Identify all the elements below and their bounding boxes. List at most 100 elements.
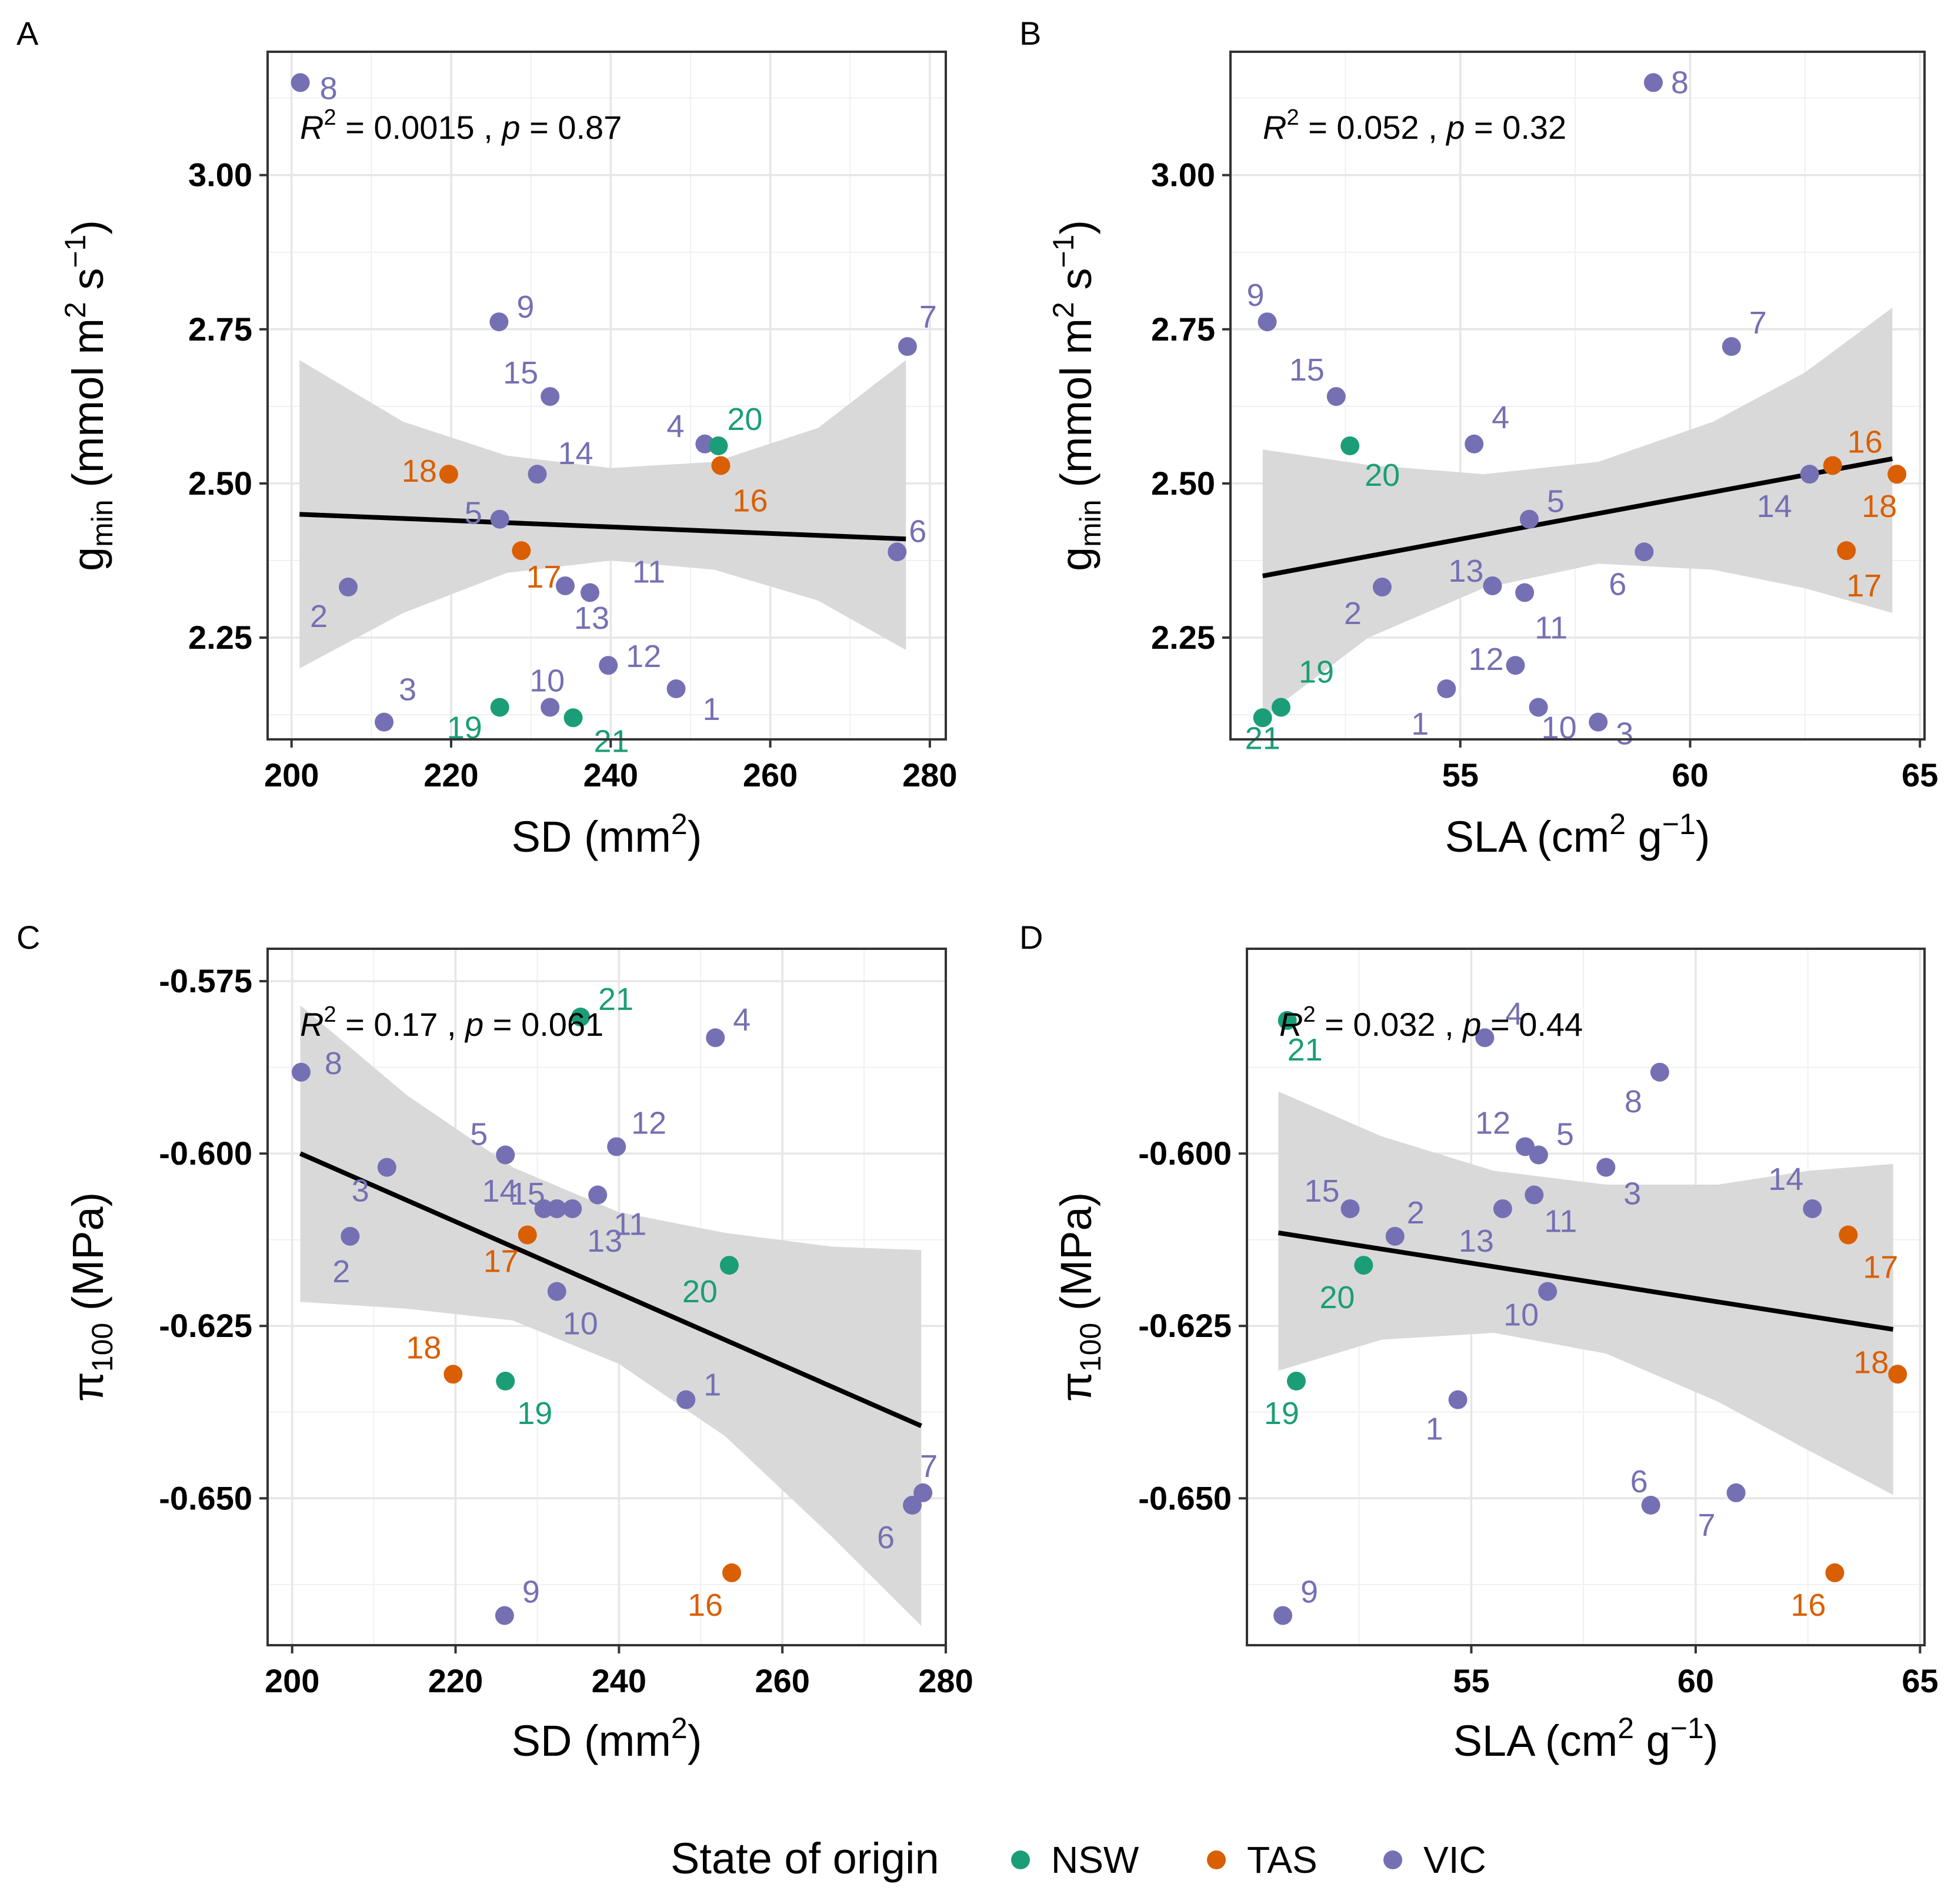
data-point-9	[495, 1606, 514, 1625]
y-title-unit: (mmol m	[1052, 318, 1100, 499]
point-label-5: 5	[1556, 1117, 1574, 1152]
data-point-20	[709, 436, 728, 455]
point-label-7: 7	[1749, 305, 1767, 341]
data-point-20	[719, 1256, 739, 1275]
data-point-5	[1519, 509, 1539, 529]
data-point-20	[1354, 1256, 1373, 1275]
stat-r: R	[1279, 1006, 1303, 1043]
data-point-1	[1448, 1390, 1468, 1409]
point-label-2: 2	[310, 599, 328, 634]
point-label-19: 19	[1264, 1396, 1299, 1431]
point-label-3: 3	[352, 1173, 369, 1209]
x-tick-label: 65	[1902, 756, 1938, 793]
stat-r: R	[300, 109, 324, 146]
y-title-mid: s	[1052, 268, 1100, 302]
point-label-16: 16	[1847, 424, 1883, 459]
data-point-8	[1643, 73, 1663, 92]
x-tick-label: 280	[918, 1662, 973, 1699]
data-point-17	[1839, 1225, 1858, 1245]
data-point-5	[1529, 1145, 1548, 1165]
point-label-1: 1	[1426, 1412, 1443, 1447]
stat-r-sup: 2	[324, 1002, 336, 1027]
x-tick-label: 200	[264, 756, 319, 793]
data-point-14	[528, 465, 547, 484]
point-label-6: 6	[909, 513, 926, 549]
x-title-end: )	[688, 812, 702, 861]
data-point-15	[1340, 1199, 1360, 1218]
panel-letter: C	[16, 919, 40, 956]
stat-p: p	[1462, 1006, 1481, 1043]
data-point-18	[1888, 1365, 1907, 1384]
y-title-base: g	[1052, 547, 1100, 571]
stat-r-sup: 2	[324, 105, 336, 130]
point-label-9: 9	[522, 1575, 540, 1610]
point-label-18: 18	[1853, 1345, 1889, 1380]
y-title-sup2: −1	[1047, 235, 1080, 268]
y-title-unit: (MPa)	[1052, 1192, 1100, 1323]
x-axis-title: SD (mm2)	[512, 1712, 702, 1765]
point-label-12: 12	[626, 639, 661, 674]
y-title-unit: (mmol m	[64, 318, 112, 499]
x-tick-label: 55	[1453, 1662, 1489, 1699]
x-title-base: SLA (cm	[1453, 1716, 1618, 1765]
point-label-18: 18	[402, 454, 437, 489]
point-label-8: 8	[320, 71, 338, 106]
y-tick-label: 2.50	[1151, 465, 1215, 502]
point-label-15: 15	[1289, 352, 1325, 388]
point-label-10: 10	[529, 663, 565, 698]
x-title-end: )	[1704, 1716, 1719, 1765]
y-tick-label: 3.00	[1151, 156, 1215, 194]
y-title-sup2: −1	[59, 235, 92, 268]
panel-border	[266, 51, 947, 741]
point-label-14: 14	[558, 436, 593, 471]
data-point-18	[443, 1365, 463, 1384]
x-title-mid: g	[1626, 812, 1662, 861]
data-point-9	[489, 312, 509, 332]
data-point-15	[1326, 387, 1346, 406]
data-point-18	[439, 465, 458, 484]
stat-r-sup: 2	[1303, 1002, 1315, 1027]
data-point-20	[1340, 436, 1360, 455]
point-label-6: 6	[1609, 566, 1626, 602]
point-label-1: 1	[703, 1368, 721, 1403]
x-title-sup: 2	[671, 808, 688, 841]
y-tick-label: 2.25	[1151, 619, 1215, 656]
data-point-7	[913, 1483, 933, 1502]
data-point-16	[722, 1563, 742, 1582]
data-point-17	[512, 541, 531, 561]
data-point-6	[903, 1496, 922, 1515]
point-label-1: 1	[1411, 706, 1429, 742]
data-point-21	[1253, 708, 1272, 728]
data-point-12	[1516, 1137, 1535, 1156]
point-label-10: 10	[563, 1306, 598, 1342]
regression-line	[1262, 456, 1893, 579]
point-label-15: 15	[510, 1176, 545, 1212]
point-label-12: 12	[1475, 1105, 1510, 1141]
point-label-13: 13	[574, 601, 609, 636]
stat-p: p	[501, 109, 520, 146]
x-title-sup: 2	[1609, 808, 1626, 841]
y-title-sub: 100	[1074, 1323, 1107, 1372]
x-axis-title: SD (mm2)	[512, 808, 702, 861]
point-label-16: 16	[1790, 1588, 1826, 1623]
data-point-1	[676, 1390, 696, 1409]
point-label-7: 7	[919, 299, 937, 335]
stat-p-value: = 0.87	[521, 109, 622, 146]
point-label-6: 6	[1630, 1464, 1648, 1499]
y-title-sup1: 2	[59, 302, 92, 318]
data-point-18	[1887, 465, 1907, 484]
confidence-band	[300, 1005, 922, 1626]
data-point-9	[1258, 312, 1277, 332]
data-point-2	[339, 578, 358, 597]
point-label-21: 21	[598, 982, 633, 1017]
point-label-17: 17	[1846, 568, 1882, 603]
data-point-14	[534, 1199, 553, 1218]
x-tick-label: 220	[428, 1662, 483, 1699]
data-point-17	[1837, 541, 1856, 561]
x-tick-label: 65	[1902, 1662, 1938, 1699]
stat-annotation: R2 = 0.17 , p = 0.061	[300, 1002, 603, 1043]
y-title-base: π	[1052, 1372, 1100, 1402]
